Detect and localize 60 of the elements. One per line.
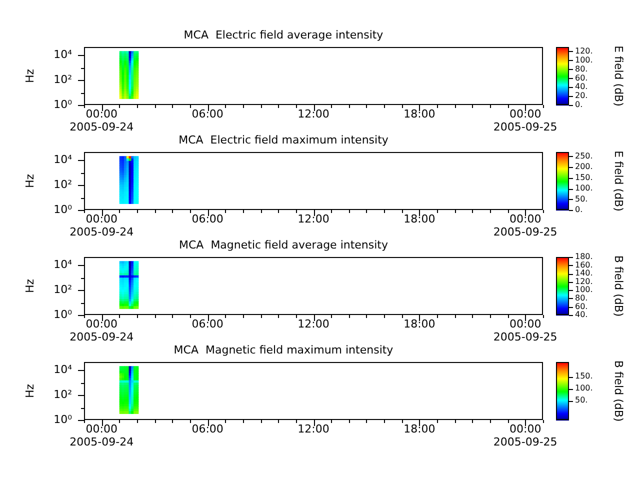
color-bar-label: 50. xyxy=(575,396,588,405)
x-tick-label: 18:00 xyxy=(404,422,436,436)
color-bar-label: 80. xyxy=(575,294,588,303)
color-bar-title: B field (dB) xyxy=(612,255,626,317)
x-tick-label: 00:00 2005-09-25 xyxy=(493,212,558,239)
x-tick-label: 18:00 xyxy=(404,317,436,330)
x-tick-label: 12:00 xyxy=(298,212,330,226)
x-tick-label: 06:00 xyxy=(192,422,224,436)
color-bar-label: 0. xyxy=(575,205,583,214)
color-bar-label: 100. xyxy=(575,285,593,294)
color-bar-label: 100. xyxy=(575,384,593,393)
color-bar-label: 150. xyxy=(575,372,593,381)
color-bar-label: 120. xyxy=(575,276,593,286)
chart-title: MCA Magnetic field average intensity xyxy=(178,238,388,252)
color-bar-label: 80. xyxy=(575,64,588,74)
x-tick-label: 00:00 2005-09-25 xyxy=(493,317,558,344)
color-bar-label: 180. xyxy=(575,252,593,262)
x-tick-label: 18:00 xyxy=(404,107,436,120)
y-tick-label: 10⁴ xyxy=(54,48,73,61)
y-tick-label: 10⁴ xyxy=(54,363,73,376)
y-axis-title: Hz xyxy=(23,68,36,84)
color-bar-label: 60. xyxy=(575,73,588,82)
y-axis-title: Hz xyxy=(23,278,36,294)
color-bar-label: 120. xyxy=(575,46,593,56)
x-tick-label: 06:00 xyxy=(192,107,224,120)
color-bar-label: 100. xyxy=(575,184,593,193)
x-tick-label: 06:00 xyxy=(192,317,224,330)
color-bar-label: 250. xyxy=(575,151,593,160)
color-bar-label: 0. xyxy=(575,100,583,110)
color-bar-label: 40. xyxy=(575,310,588,320)
color-bar-label: 50. xyxy=(575,194,588,204)
x-tick-label: 18:00 xyxy=(404,212,436,226)
x-tick-label: 00:00 2005-09-25 xyxy=(493,107,558,134)
color-bar-label: 160. xyxy=(575,260,593,270)
color-bar-title: E field (dB) xyxy=(612,46,626,106)
color-bar-label: 140. xyxy=(575,268,593,278)
x-tick-label: 12:00 xyxy=(298,107,330,120)
x-tick-label: 12:00 xyxy=(298,422,330,436)
color-bar-label: 150. xyxy=(575,172,593,182)
chart-title: MCA Electric field average intensity xyxy=(184,28,384,42)
chart-title: MCA Magnetic field maximum intensity xyxy=(174,343,394,356)
x-tick-label: 00:00 2005-09-25 xyxy=(493,422,558,449)
chart-title: MCA Electric field maximum intensity xyxy=(178,133,389,146)
color-bar-label: 100. xyxy=(575,55,593,64)
x-tick-label: 12:00 xyxy=(298,317,330,330)
color-bar-title: E field (dB) xyxy=(612,150,626,212)
y-tick-label: 10² xyxy=(54,282,72,296)
y-tick-label: 10² xyxy=(54,72,72,86)
color-bar-label: 200. xyxy=(575,162,593,172)
x-tick-label: 06:00 xyxy=(192,212,224,226)
color-bar-label: 20. xyxy=(575,91,588,100)
y-axis-title: Hz xyxy=(23,174,36,188)
y-tick-label: 10² xyxy=(54,178,72,191)
color-bar-title: B field (dB) xyxy=(612,360,626,422)
color-bar-label: 40. xyxy=(575,82,588,92)
y-tick-label: 10² xyxy=(54,388,72,401)
y-tick-label: 10⁴ xyxy=(54,258,73,271)
y-tick-label: 10⁴ xyxy=(54,153,73,166)
y-axis-title: Hz xyxy=(23,384,36,398)
color-bar-label: 60. xyxy=(575,302,588,311)
